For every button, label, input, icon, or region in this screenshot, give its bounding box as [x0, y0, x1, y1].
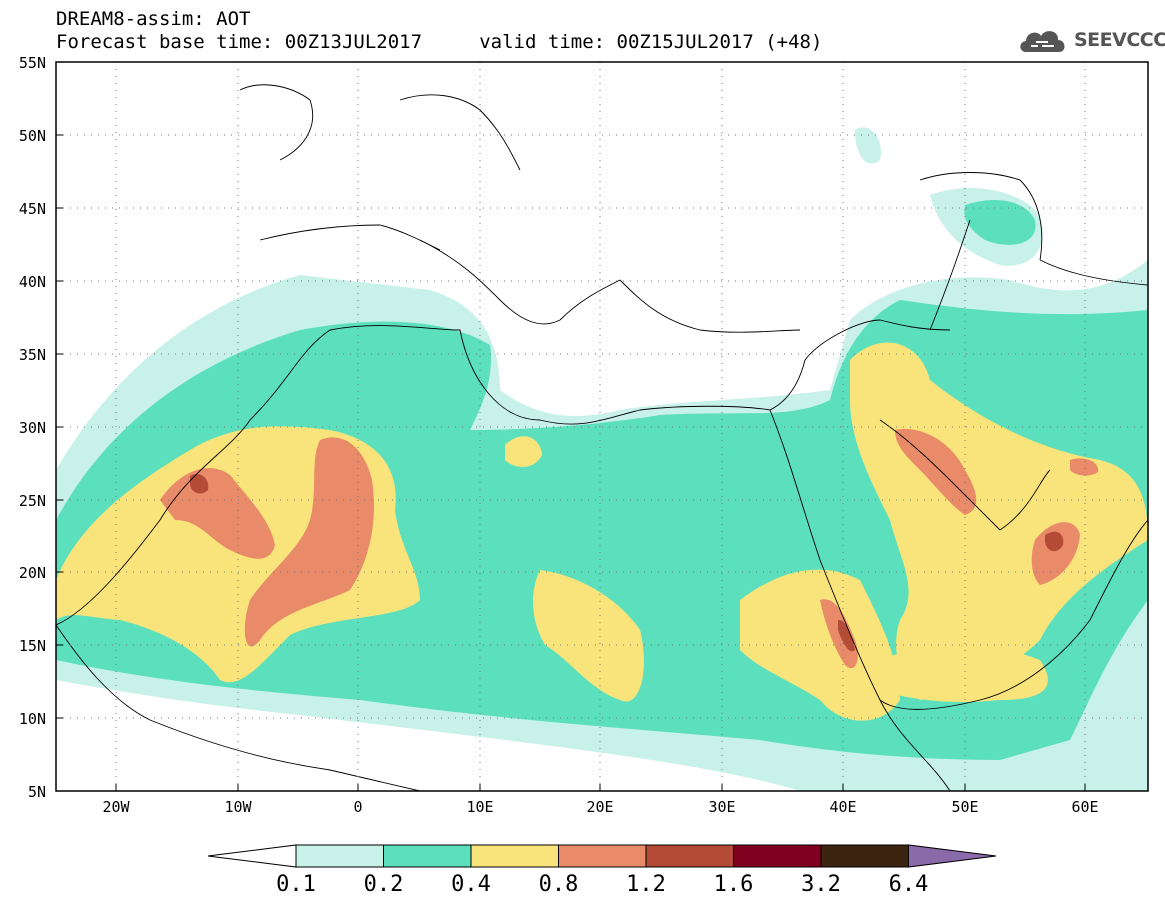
colorbar: 0.1 0.2 0.4 0.8 1.2 1.6 3.2 6.4: [207, 844, 997, 897]
colorbar-label: 6.4: [889, 872, 929, 897]
lon-label: 60E: [1071, 798, 1098, 816]
colorbar-swatch: [295, 844, 384, 868]
map-title: DREAM8-assim: AOT: [56, 8, 251, 30]
aot-band-0.4-libya: [505, 436, 542, 467]
colorbar-label: 0.1: [276, 872, 316, 897]
lat-label: 30N: [19, 419, 46, 437]
colorbar-swatch: [733, 844, 822, 868]
aot-band-0.8-mauritania: [160, 468, 275, 559]
lat-label: 15N: [19, 637, 46, 655]
aot-band-0.8-gulf: [1070, 458, 1099, 476]
colorbar-swatch: [645, 844, 734, 868]
lon-label: 10E: [466, 798, 493, 816]
aot-band-1.2-eritrea: [838, 619, 855, 652]
lon-label: 20E: [586, 798, 613, 816]
lon-label: 10W: [224, 798, 252, 816]
aot-band-0.2-caspian: [964, 200, 1036, 245]
lat-labels: 55N 50N 45N 40N 35N 30N 25N 20N 15N 10N …: [19, 54, 46, 801]
lon-label: 30E: [708, 798, 735, 816]
colorbar-swatch: [558, 844, 647, 868]
colorbar-label: 0.2: [364, 872, 404, 897]
lat-label: 10N: [19, 710, 46, 728]
coastlines: [56, 84, 1148, 791]
colorbar-label: 3.2: [801, 872, 841, 897]
colorbar-label: 0.4: [451, 872, 491, 897]
colorbar-swatch: [383, 844, 472, 868]
lat-label: 20N: [19, 564, 46, 582]
colorbar-swatch: [470, 844, 559, 868]
lon-label: 20W: [102, 798, 130, 816]
seevccc-logo: SEEVCCC: [1018, 26, 1165, 54]
aot-band-0.8-oman: [1031, 522, 1080, 585]
aot-band-0.8-eritrea: [820, 599, 858, 669]
aot-band-0.4-yemen: [880, 645, 1048, 702]
aot-band-0.4-central: [533, 570, 644, 702]
aot-band-0.8-iraq: [895, 429, 977, 515]
lat-label: 50N: [19, 127, 46, 145]
colorbar-swatch: [820, 844, 909, 868]
aot-band-0.4-arabia: [850, 342, 1148, 700]
lat-label: 5N: [28, 783, 46, 801]
lat-label: 35N: [19, 346, 46, 364]
aot-band-0.8-mali: [244, 437, 374, 647]
logo-text: SEEVCCC: [1074, 29, 1165, 51]
aot-band-0.1-ukraine: [855, 127, 881, 164]
aot-band-1.2-mauritania: [190, 473, 209, 494]
lon-label: 40E: [829, 798, 856, 816]
axis-ticks: [56, 134, 1086, 791]
cloud-logo-icon: [1020, 31, 1065, 52]
lon-label: 0: [353, 798, 362, 816]
lat-label: 40N: [19, 273, 46, 291]
lon-label: 50E: [951, 798, 978, 816]
colorbar-label: 1.6: [714, 872, 754, 897]
colorbar-low-arrow: [207, 844, 297, 868]
forecast-time-line: Forecast base time: 00Z13JUL2017 valid t…: [56, 31, 823, 53]
colorbar-high-arrow: [908, 844, 997, 868]
colorbar-label: 0.8: [539, 872, 579, 897]
colorbar-label: 1.2: [626, 872, 666, 897]
lat-label: 55N: [19, 54, 46, 72]
lat-label: 25N: [19, 492, 46, 510]
lon-labels: 20W 10W 0 10E 20E 30E 40E 50E 60E: [102, 798, 1098, 816]
aot-band-1.2-oman: [1045, 531, 1064, 552]
lat-label: 45N: [19, 200, 46, 218]
graticule: [56, 62, 1148, 791]
